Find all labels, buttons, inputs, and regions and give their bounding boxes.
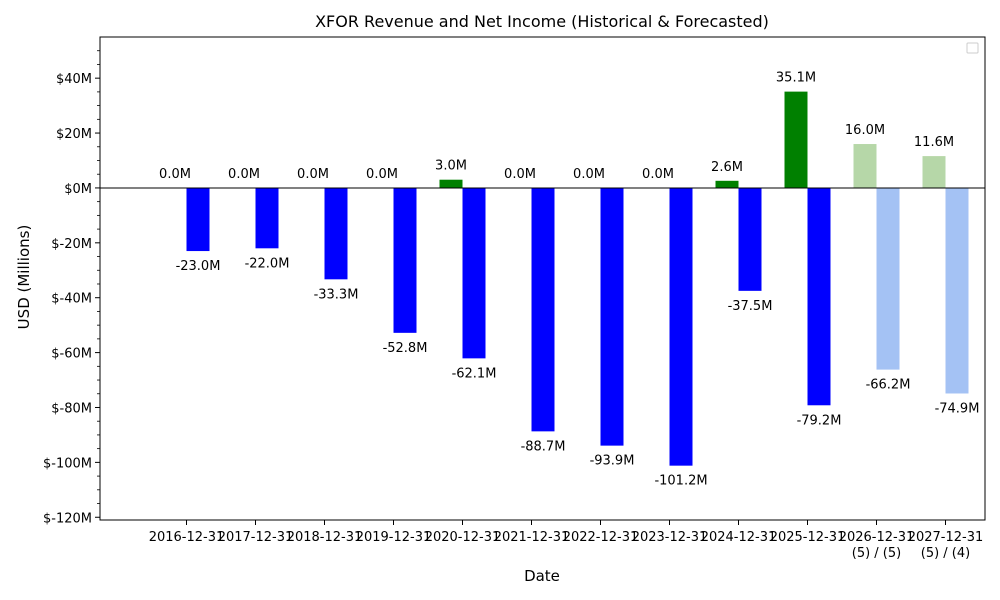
y-tick-label: $-120M <box>43 511 92 526</box>
data-labels-layer: 0.0M -23.0M 0.0M -22.0M 0.0M -33.3M 0.0M -52.8M… <box>159 71 979 489</box>
y-axis: $40M $20M $0M $-20M $-40M $-60M $-80M $-100M $-1… <box>43 50 100 526</box>
net-income-data-label: -74.9M <box>935 401 980 416</box>
y-tick-label: $-80M <box>51 401 92 416</box>
revenue-data-label: 35.1M <box>776 71 816 86</box>
legend-box <box>966 42 979 54</box>
net-income-data-label: -101.2M <box>654 474 707 489</box>
y-tick-label: $0M <box>64 182 92 197</box>
revenue-data-label: 0.0M <box>642 167 674 182</box>
x-axis-label: Date <box>524 567 560 585</box>
net-income-bar <box>462 187 486 359</box>
net-income-bar <box>393 187 417 333</box>
y-tick-label: $40M <box>56 72 92 87</box>
revenue-data-label: 3.0M <box>435 159 467 174</box>
net-income-bar <box>669 187 693 466</box>
net-income-data-label: -23.0M <box>176 259 221 274</box>
revenue-bar <box>715 180 739 188</box>
y-tick-label: $20M <box>56 127 92 142</box>
net-income-data-label: -66.2M <box>866 378 911 393</box>
revenue-data-label: 0.0M <box>159 167 191 182</box>
x-tick-label: 2020-12-31 <box>425 530 501 545</box>
revenue-bar <box>922 156 946 188</box>
revenue-bar <box>853 144 877 188</box>
x-tick-label: 2016-12-31 <box>149 530 225 545</box>
x-tick-label: 2022-12-31 <box>563 530 639 545</box>
net-income-bar <box>255 187 279 249</box>
net-income-data-label: -52.8M <box>383 341 428 356</box>
net-income-data-label: -79.2M <box>797 413 842 428</box>
revenue-data-label: 16.0M <box>845 123 885 138</box>
revenue-bar <box>784 91 808 188</box>
y-tick-label: $-20M <box>51 237 92 252</box>
plot-frame <box>99 36 986 521</box>
revenue-data-label: 0.0M <box>297 167 329 182</box>
x-tick-label: 2021-12-31 <box>494 530 570 545</box>
net-income-bar <box>600 187 624 446</box>
y-axis-label: USD (Millions) <box>15 225 33 330</box>
revenue-data-label: 0.0M <box>504 167 536 182</box>
x-tick-label: 2024-12-31 <box>701 530 777 545</box>
x-axis: 2016-12-312017-12-312018-12-312019-12-31… <box>149 520 984 561</box>
net-income-data-label: -33.3M <box>314 287 359 302</box>
net-income-data-label: -62.1M <box>452 366 497 381</box>
net-income-bar <box>738 187 762 291</box>
revenue-data-label: 2.6M <box>711 160 743 175</box>
x-tick-label: 2025-12-31 <box>770 530 846 545</box>
x-tick-label: 2027-12-31 (5) / (4) <box>908 530 984 561</box>
chart-title: XFOR Revenue and Net Income (Historical … <box>315 12 769 31</box>
revenue-data-label: 0.0M <box>573 167 605 182</box>
y-tick-label: $-40M <box>51 292 92 307</box>
revenue-data-label: 0.0M <box>366 167 398 182</box>
net-income-data-label: -93.9M <box>590 454 635 469</box>
x-tick-label: 2026-12-31 (5) / (5) <box>839 530 915 561</box>
net-income-bar <box>945 187 969 394</box>
bars-layer <box>100 91 985 466</box>
revenue-data-label: 0.0M <box>228 167 260 182</box>
x-tick-label: 2017-12-31 <box>218 530 294 545</box>
revenue-bar <box>439 179 463 188</box>
net-income-data-label: -37.5M <box>728 299 773 314</box>
y-tick-label: $-100M <box>43 456 92 471</box>
x-tick-label: 2023-12-31 <box>632 530 708 545</box>
net-income-bar <box>324 187 348 280</box>
y-tick-label: $-60M <box>51 347 92 362</box>
revenue-data-label: 11.6M <box>914 135 954 150</box>
net-income-data-label: -88.7M <box>521 439 566 454</box>
net-income-bar <box>531 187 555 432</box>
x-tick-label: 2018-12-31 <box>287 530 363 545</box>
net-income-bar <box>876 187 900 370</box>
net-income-data-label: -22.0M <box>245 256 290 271</box>
net-income-bar <box>807 187 831 406</box>
x-tick-label: 2019-12-31 <box>356 530 432 545</box>
net-income-bar <box>186 187 210 252</box>
